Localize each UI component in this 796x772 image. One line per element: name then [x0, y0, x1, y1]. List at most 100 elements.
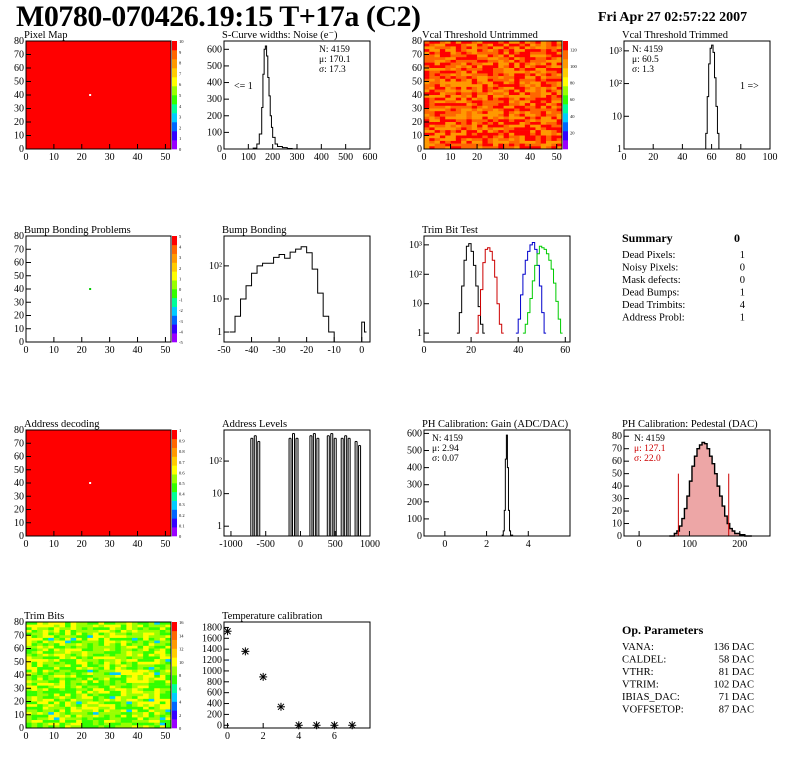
- heatmap-cell: [42, 688, 49, 692]
- heatmap-cell: [98, 627, 105, 631]
- heatmap-cell: [159, 640, 166, 644]
- page-date: Fri Apr 27 02:57:22 2007: [598, 10, 748, 25]
- y-tick-label: 10: [212, 294, 222, 305]
- heatmap-cell: [477, 140, 483, 144]
- heatmap-cell: [546, 65, 552, 69]
- heatmap-cell: [31, 688, 38, 692]
- heatmap-cell: [48, 709, 55, 713]
- heatmap-cell: [424, 132, 430, 136]
- heatmap-cell: [471, 116, 478, 120]
- heatmap-cell: [514, 68, 520, 71]
- heatmap-cell: [159, 637, 166, 641]
- heatmap-cell: [482, 68, 488, 71]
- y-tick-label: 30: [612, 494, 622, 505]
- heatmap-cell: [551, 81, 557, 85]
- color-scale-step: [172, 465, 177, 475]
- heatmap-cell: [137, 672, 144, 676]
- color-scale-step: [172, 280, 177, 290]
- heatmap-cell: [115, 722, 122, 726]
- heatmap-cell: [92, 651, 99, 655]
- heatmap-cell: [461, 68, 467, 71]
- heatmap-cell: [487, 65, 494, 69]
- heatmap-cell: [508, 146, 515, 150]
- heatmap-cell: [87, 693, 94, 697]
- heatmap-cell: [53, 690, 60, 694]
- heatmap-cell: [143, 635, 149, 639]
- y-tick-label: 10: [412, 131, 422, 142]
- heatmap-cell: [26, 701, 32, 705]
- heatmap-cell: [450, 113, 457, 117]
- x-tick-label: 40: [677, 152, 687, 163]
- heatmap-cell: [87, 667, 94, 670]
- heatmap-cell: [143, 688, 149, 692]
- heatmap-cell: [148, 720, 155, 723]
- heatmap-cell: [126, 659, 133, 663]
- heatmap-cell: [65, 656, 71, 660]
- heatmap-cell: [31, 706, 38, 710]
- heatmap-cell: [92, 672, 99, 676]
- heatmap-cell: [115, 712, 122, 716]
- heatmap-cell: [87, 629, 94, 633]
- heatmap-cell: [455, 65, 462, 69]
- heatmap-cell: [535, 84, 542, 88]
- heatmap-cell: [519, 127, 526, 131]
- heatmap-cell: [439, 78, 446, 82]
- heatmap-cell: [92, 643, 99, 647]
- heatmap-cell: [70, 682, 77, 686]
- heatmap-cell: [466, 122, 473, 125]
- heatmap-cell: [477, 68, 483, 71]
- heatmap-cell: [524, 43, 531, 47]
- chart-title: Trim Bit Test: [422, 225, 478, 236]
- heatmap-cell: [493, 78, 499, 82]
- y-tick-label: 200: [407, 497, 422, 508]
- color-scale-step: [172, 41, 177, 51]
- heatmap-cell: [31, 712, 38, 716]
- heatmap-cell: [498, 62, 504, 66]
- heatmap-cell: [493, 124, 499, 128]
- heatmap-cell: [120, 640, 127, 644]
- heatmap-cell: [37, 717, 44, 721]
- heatmap-cell: [540, 130, 547, 134]
- heatmap-cell: [115, 622, 122, 625]
- heatmap-cell: [429, 57, 435, 61]
- heatmap-cell: [429, 138, 435, 142]
- heatmap-cell: [154, 622, 161, 625]
- heatmap-cell: [493, 127, 499, 131]
- heatmap-cell: [519, 108, 526, 112]
- heatmap-cell: [429, 108, 435, 112]
- heatmap-cell: [70, 712, 77, 716]
- heatmap-cell: [53, 675, 60, 678]
- heatmap-cell: [26, 624, 32, 628]
- heatmap-cell: [524, 111, 531, 115]
- heatmap-cell: [487, 135, 494, 139]
- heatmap-cell: [514, 122, 520, 125]
- heatmap-cell: [120, 664, 127, 668]
- heatmap-cell: [81, 645, 88, 649]
- heatmap-cell: [455, 111, 462, 115]
- heatmap-cell: [551, 140, 557, 144]
- heatmap-cell: [508, 113, 515, 117]
- heatmap-cell: [524, 95, 531, 98]
- x-axis: 0 10 20 30 40 50: [422, 144, 562, 163]
- heatmap-cell: [48, 698, 55, 702]
- heatmap-cell: [143, 677, 149, 681]
- heatmap-cell: [143, 693, 149, 697]
- y-tick-label: 500: [407, 446, 422, 457]
- heatmap-cell: [471, 138, 478, 142]
- heatmap-cell: [37, 682, 44, 686]
- heatmap-cell: [493, 135, 499, 139]
- heatmap-cell: [48, 714, 55, 718]
- heatmap-cell: [540, 124, 547, 128]
- heatmap-cell: [429, 41, 435, 44]
- heatmap-cell: [159, 643, 166, 647]
- heatmap-cell: [81, 725, 88, 729]
- heatmap-cell: [37, 696, 44, 700]
- heatmap-cell: [81, 714, 88, 718]
- heatmap-cell: [445, 68, 451, 71]
- heatmap-cell: [92, 709, 99, 713]
- heatmap-cell: [503, 57, 510, 61]
- heatmap-cell: [148, 651, 155, 655]
- heatmap-cell: [455, 76, 462, 80]
- heatmap-cell: [429, 73, 435, 77]
